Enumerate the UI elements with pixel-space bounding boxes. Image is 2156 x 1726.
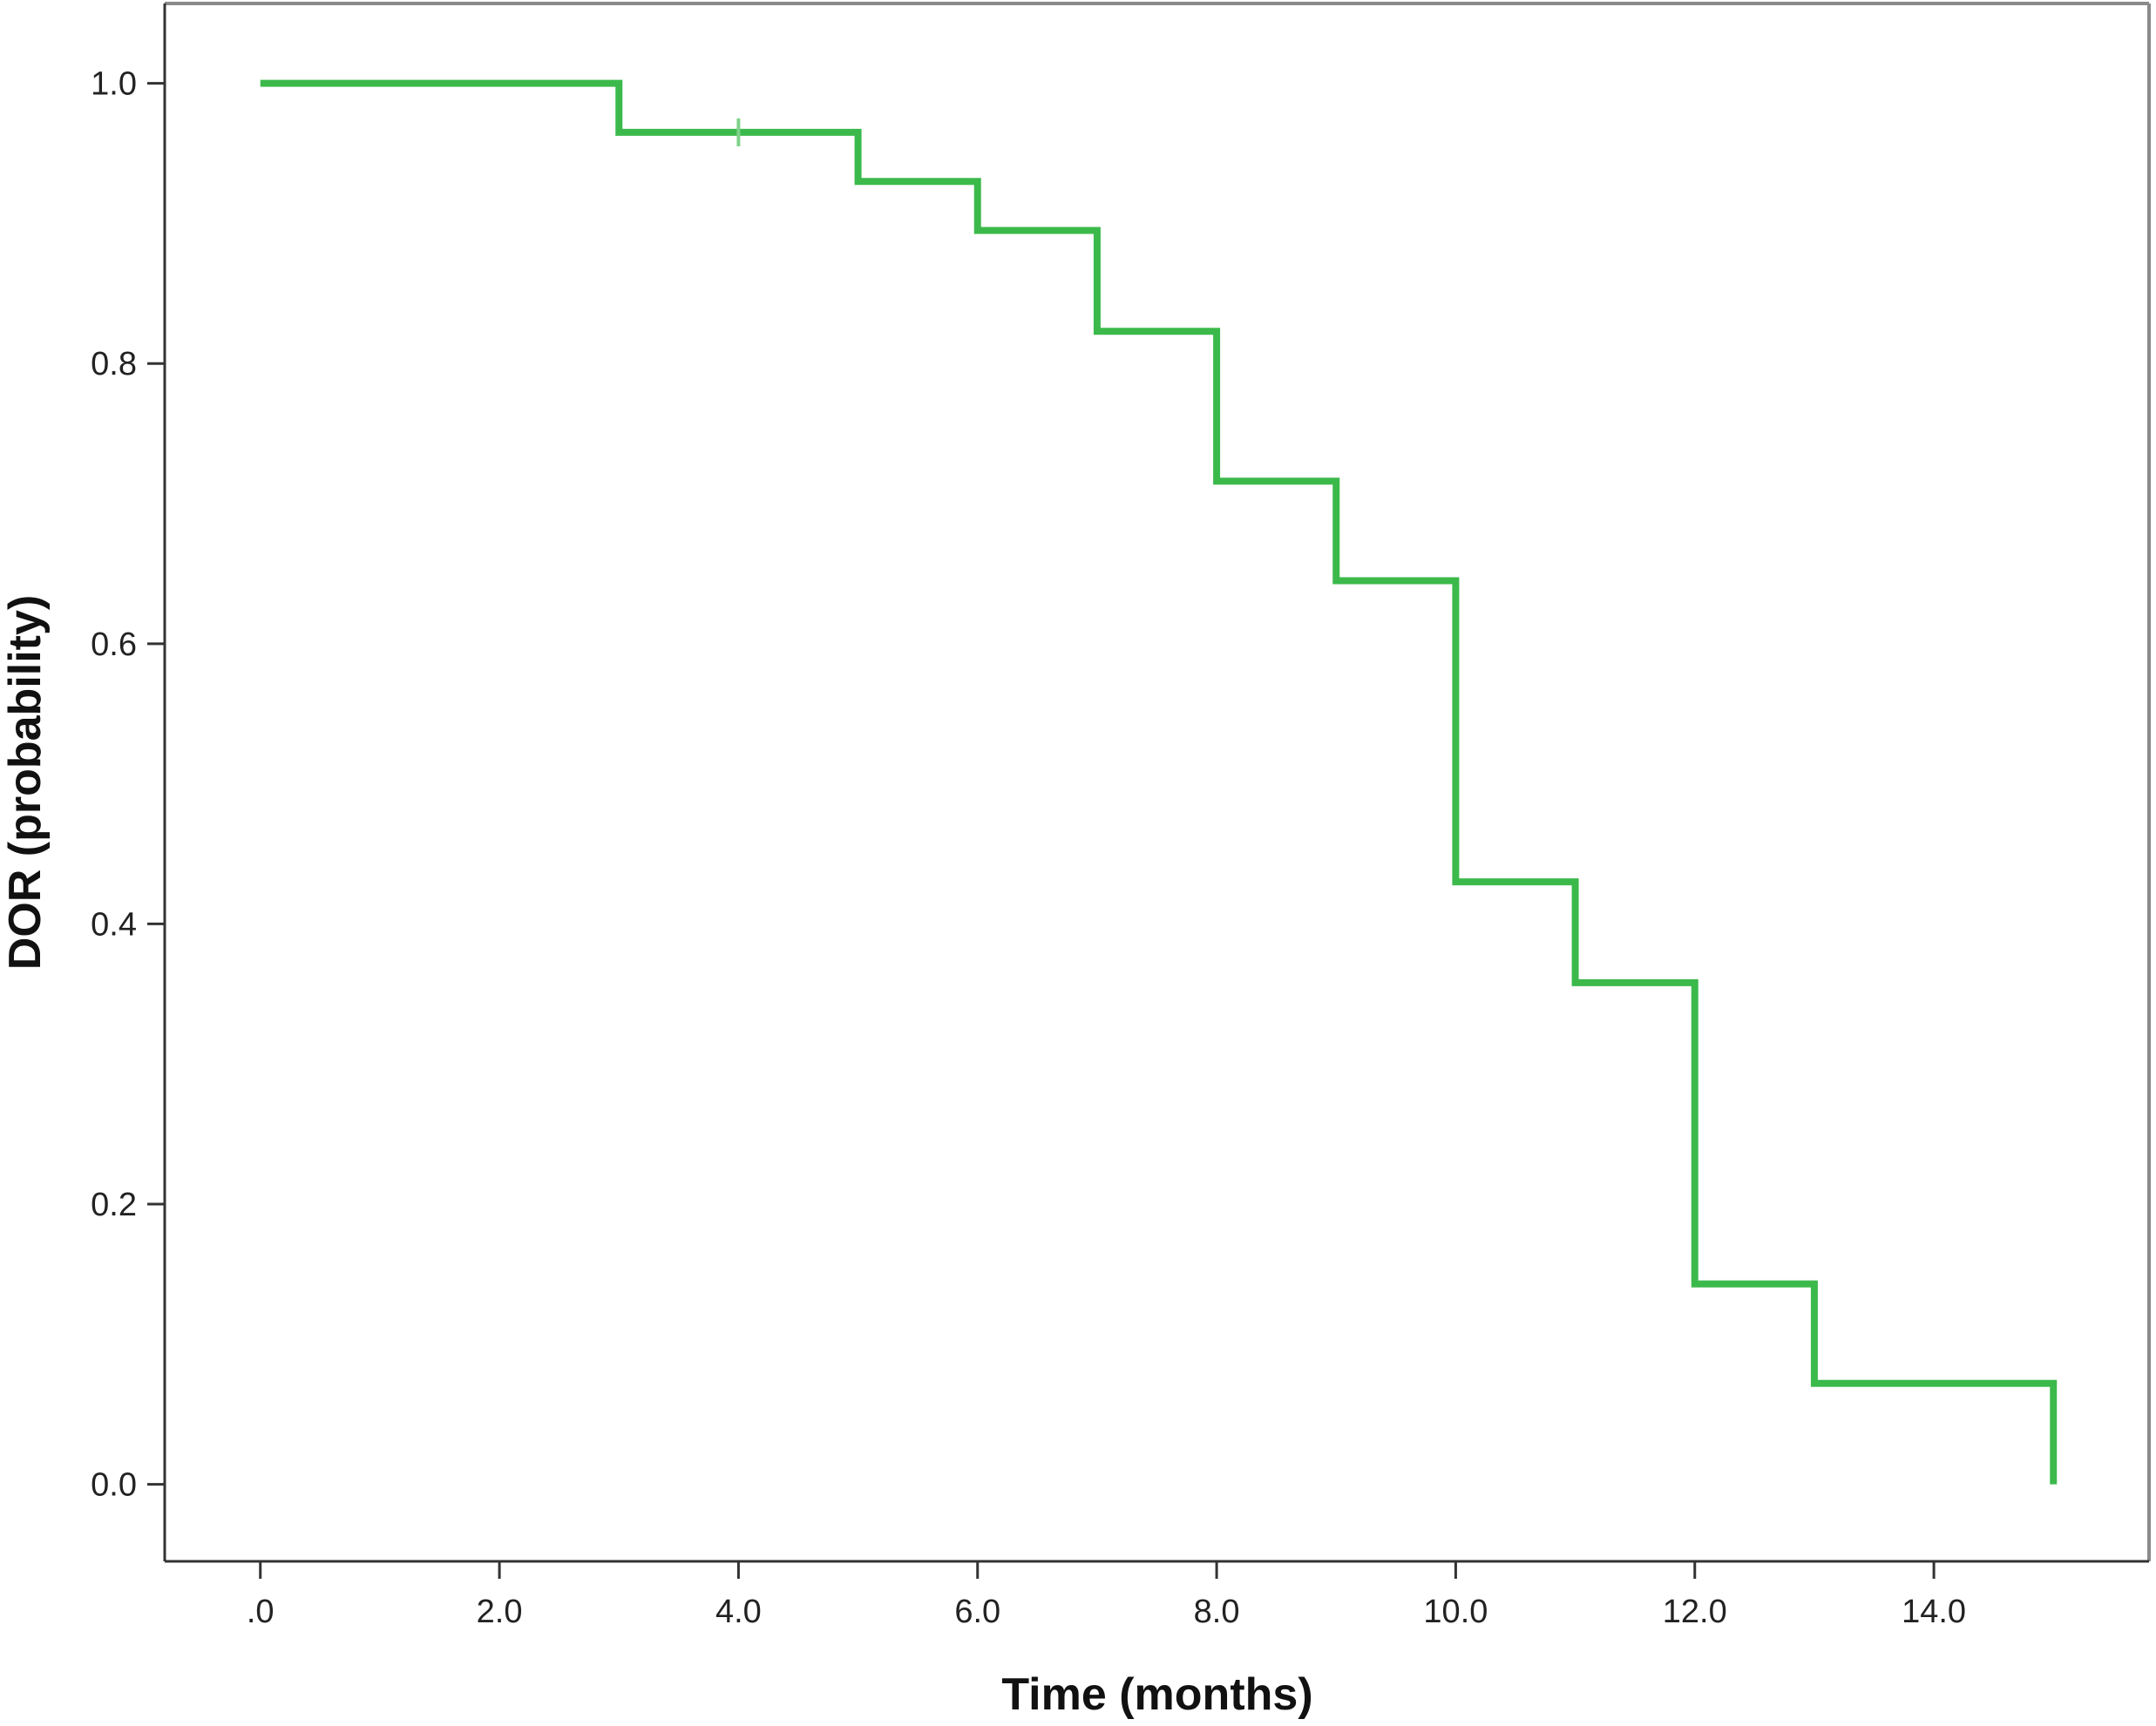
x-tick-label: 4.0 [715, 1594, 762, 1630]
survival-step-line [260, 79, 2058, 1485]
y-tick-label: 0.8 [91, 346, 137, 382]
y-tick-label: 0.2 [91, 1187, 137, 1223]
x-tick-label: .0 [247, 1594, 275, 1630]
x-tick-label: 8.0 [1194, 1594, 1240, 1630]
x-tick-label: 14.0 [1902, 1594, 1966, 1630]
x-tick-label: 12.0 [1663, 1594, 1727, 1630]
y-tick-label: 1.0 [91, 66, 137, 103]
x-tick-label: 10.0 [1423, 1594, 1488, 1630]
x-axis-title: Time (months) [1001, 1669, 1312, 1720]
x-tick-label: 2.0 [477, 1594, 523, 1630]
y-tick-label: 0.6 [91, 626, 137, 663]
y-axis-title: DOR (probability) [0, 595, 51, 970]
x-tick-label: 6.0 [954, 1594, 1000, 1630]
y-tick-label: 0.0 [91, 1467, 137, 1504]
y-tick-label: 0.4 [91, 906, 137, 943]
